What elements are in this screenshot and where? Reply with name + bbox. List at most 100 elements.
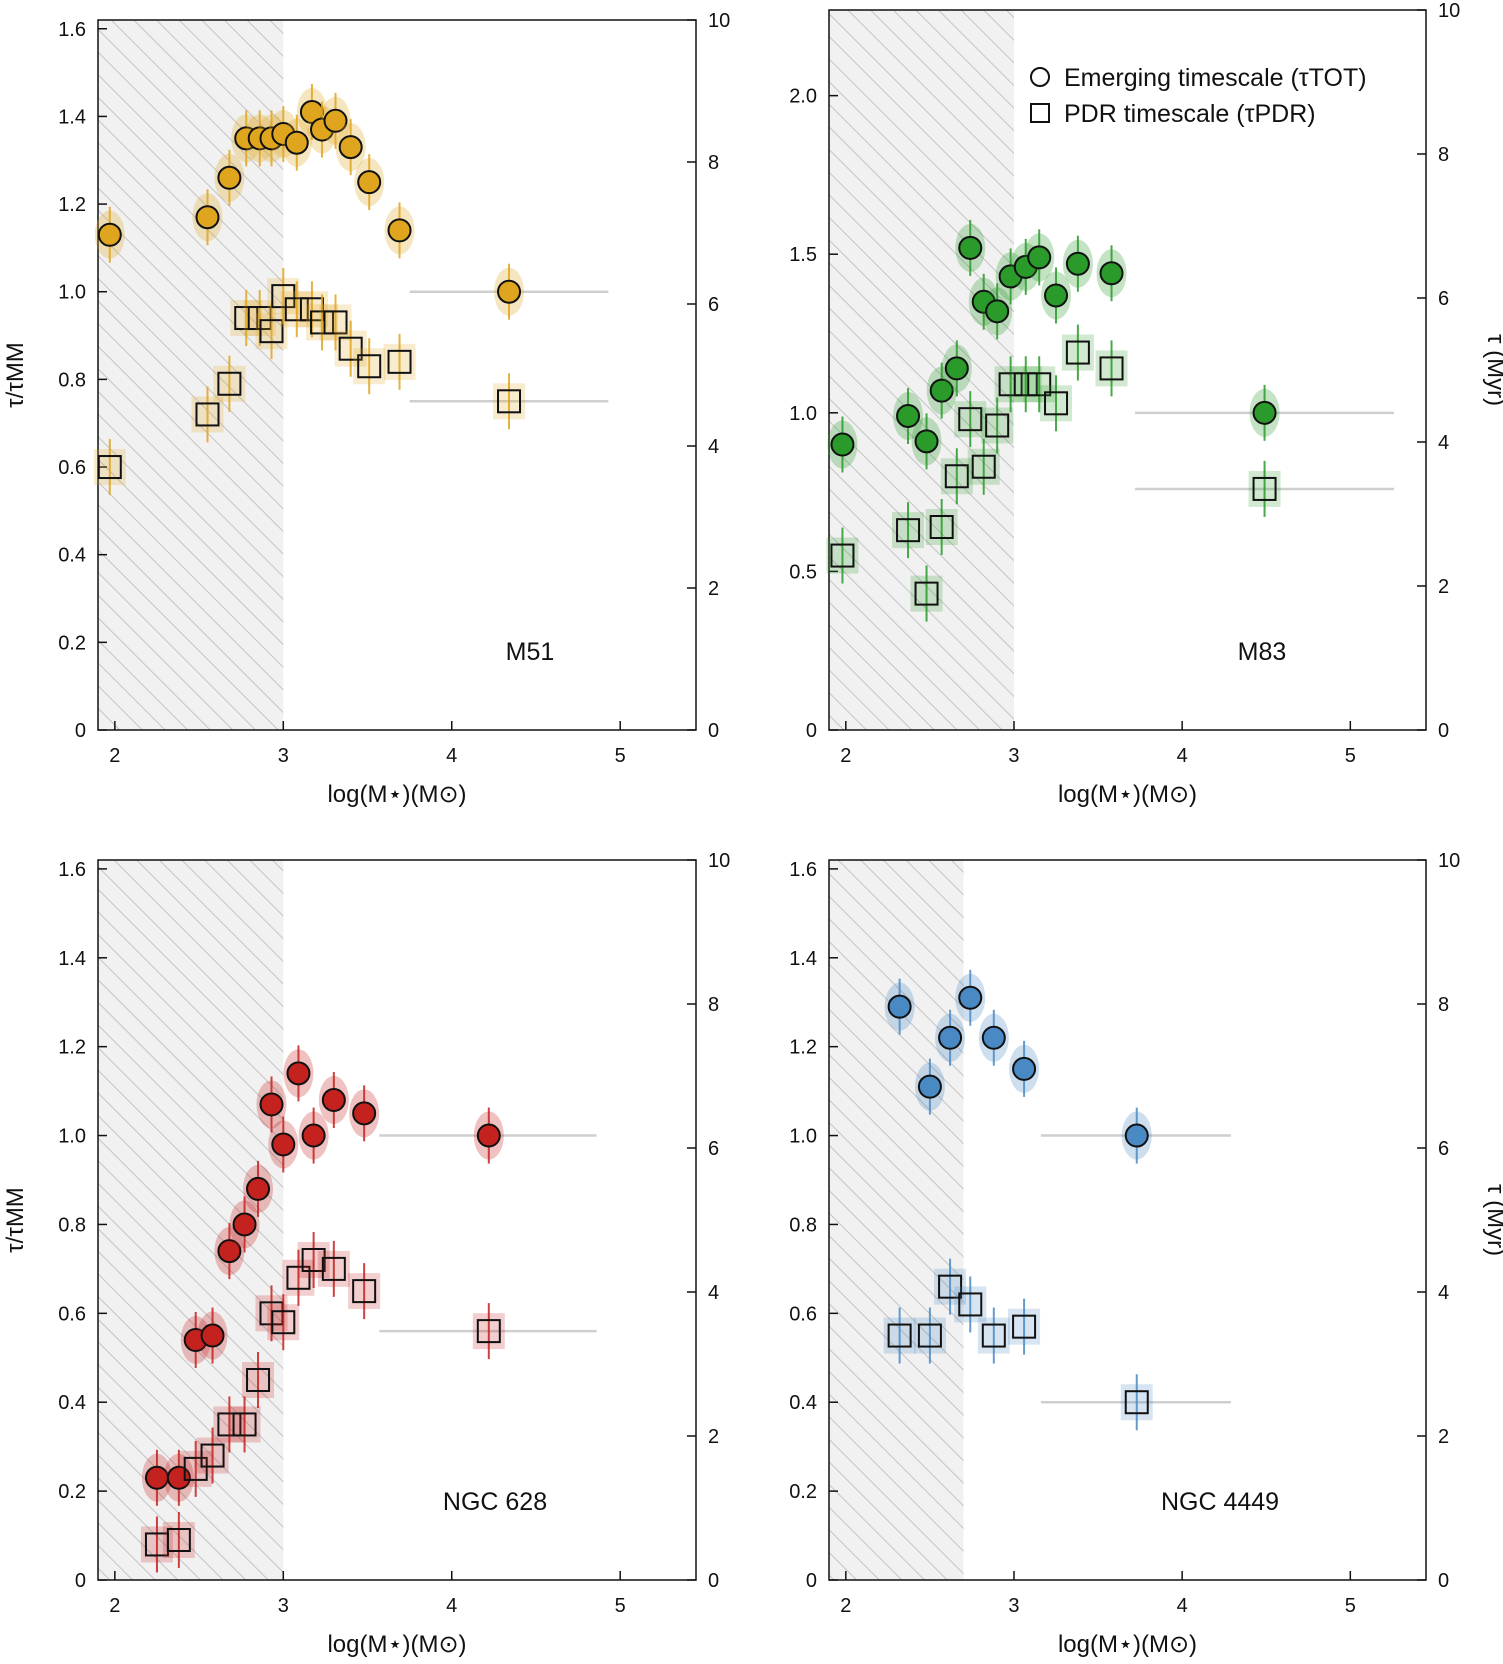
y2-tick-label: 6 [1438,288,1449,310]
y-tick-label: 1.4 [789,948,817,970]
y-tick-label: 0 [806,720,817,742]
galaxy-label: M51 [506,638,555,666]
y-tick-label: 0.4 [789,1392,817,1414]
m51-pdr-point [353,338,386,395]
y-tick-label: 0.6 [58,1303,86,1325]
y2-axis-label: τ (Myr) [1482,334,1503,406]
x-axis-label: log(M⋆)(M⊙) [327,1631,466,1658]
x-tick-label: 2 [109,745,120,767]
y-tick-label: 0.8 [58,1214,86,1236]
x-tick-label: 3 [278,745,289,767]
m51-emerging-point [192,189,223,246]
ngc-628-pdr-point [162,1512,195,1568]
x-axis-label: log(M⋆)(M⊙) [327,781,466,808]
ngc-628-emerging-point [268,1116,299,1173]
m83-emerging-point [1024,229,1055,286]
ngc-628-emerging-point [214,1223,245,1280]
ngc-628-pdr-point [317,1240,350,1297]
hatched-region [829,10,1014,730]
legend: Emerging timescale (τTOT) PDR timescale … [1030,64,1367,128]
y2-tick-label: 0 [708,720,719,742]
panel-ngc628: 0 0.2 0.4 0.6 0.8 1.0 1.2 1.4 1.6 0 2 4 6 8 10 2 3 4 5 log(… [2,850,730,1658]
m51-emerging-point [281,114,312,171]
legend-circle-marker [1030,67,1050,87]
ngc-4449-pdr-point [913,1307,946,1364]
ngc-4449-pdr-point [954,1276,987,1333]
m83-emerging-point [982,283,1013,340]
ngc-628-pdr-point [228,1396,261,1453]
m51-pdr-point [267,268,300,325]
ngc-4449-emerging-point [955,969,986,1026]
y2-tick-label: 2 [708,578,719,600]
m83-pdr-point [1040,375,1073,432]
y-axis-label: τ/τMM [2,342,29,408]
y2-tick-label: 2 [1438,1426,1449,1448]
ngc-628-emerging-point [283,1045,314,1102]
m51-pdr-point [319,294,352,351]
ngc-4449-pdr-point [883,1307,916,1364]
y-tick-label: 0.6 [789,1303,817,1325]
m83-pdr-point [892,502,925,559]
m83-mm-pdr-point [1248,460,1281,517]
y2-tick-label: 4 [708,436,719,458]
ngc-628-pdr-point [179,1440,212,1497]
y2-tick-label: 8 [708,152,719,174]
y2-tick-label: 6 [708,294,719,316]
galaxy-label: NGC 628 [443,1488,547,1516]
x-tick-label: 3 [1008,1595,1019,1617]
y-tick-label: 1.0 [58,282,86,304]
ngc-4449-pdr-point [934,1258,967,1315]
y2-tick-label: 2 [1438,576,1449,598]
panel-m51: 0 0.2 0.4 0.6 0.8 1.0 1.2 1.4 1.6 0 2 4 6 8 10 2 3 4 5 log(… [2,10,730,808]
y-tick-label: 0.5 [789,561,817,583]
y2-tick-label: 4 [1438,432,1449,454]
y-tick-label: 0.4 [58,545,86,567]
m83-emerging-point [1062,235,1093,292]
ngc-628-pdr-point [282,1249,315,1306]
y2-tick-label: 8 [708,994,719,1016]
ngc-628-emerging-point [349,1085,380,1142]
m83-emerging-point [911,413,942,470]
y2-tick-label: 10 [708,10,730,32]
m51-pdr-point [213,355,246,412]
y-tick-label: 0.6 [58,457,86,479]
x-tick-label: 3 [278,1595,289,1617]
y2-tick-label: 8 [1438,994,1449,1016]
ngc-4449-mm-pdr-point [1120,1374,1153,1431]
y-tick-label: 0 [75,1570,86,1592]
y2-tick-label: 0 [1438,720,1449,742]
m51-pdr-point [191,386,224,443]
y-tick-label: 2.0 [789,86,817,108]
plot-frame [828,9,1427,731]
m51-pdr-point [93,439,126,496]
x-tick-label: 5 [615,1595,626,1617]
y-tick-label: 1.6 [789,859,817,881]
y-tick-label: 1.4 [58,948,86,970]
x-axis-label: log(M⋆)(M⊙) [1058,781,1197,808]
ngc-4449-emerging-point [884,978,915,1035]
y2-tick-label: 8 [1438,144,1449,166]
m51-emerging-point [320,92,351,149]
m83-pdr-point [940,448,973,505]
plot-frame [97,859,697,1581]
m83-pdr-point [826,527,859,584]
y-tick-label: 1.6 [58,859,86,881]
ngc-628-emerging-point [298,1107,329,1164]
y-tick-label: 0.2 [789,1481,817,1503]
x-tick-label: 4 [446,745,457,767]
y-tick-label: 1.0 [58,1126,86,1148]
ngc-628-mm-emerging-point [473,1107,504,1164]
m83-pdr-point [1061,324,1094,381]
m83-emerging-point [926,362,957,419]
m83-pdr-point [967,438,1000,495]
ngc-628-emerging-point [318,1072,349,1128]
ngc-628-emerging-point [180,1312,211,1368]
m51-emerging-point [214,149,245,206]
y-axis-label: τ/τMM [2,1187,29,1253]
m51-mm-emerging-point [494,263,525,320]
x-tick-label: 5 [615,745,626,767]
ngc-4449-mm-emerging-point [1121,1107,1152,1164]
m51-mm-pdr-point [493,373,526,430]
legend-square-marker [1030,103,1050,123]
